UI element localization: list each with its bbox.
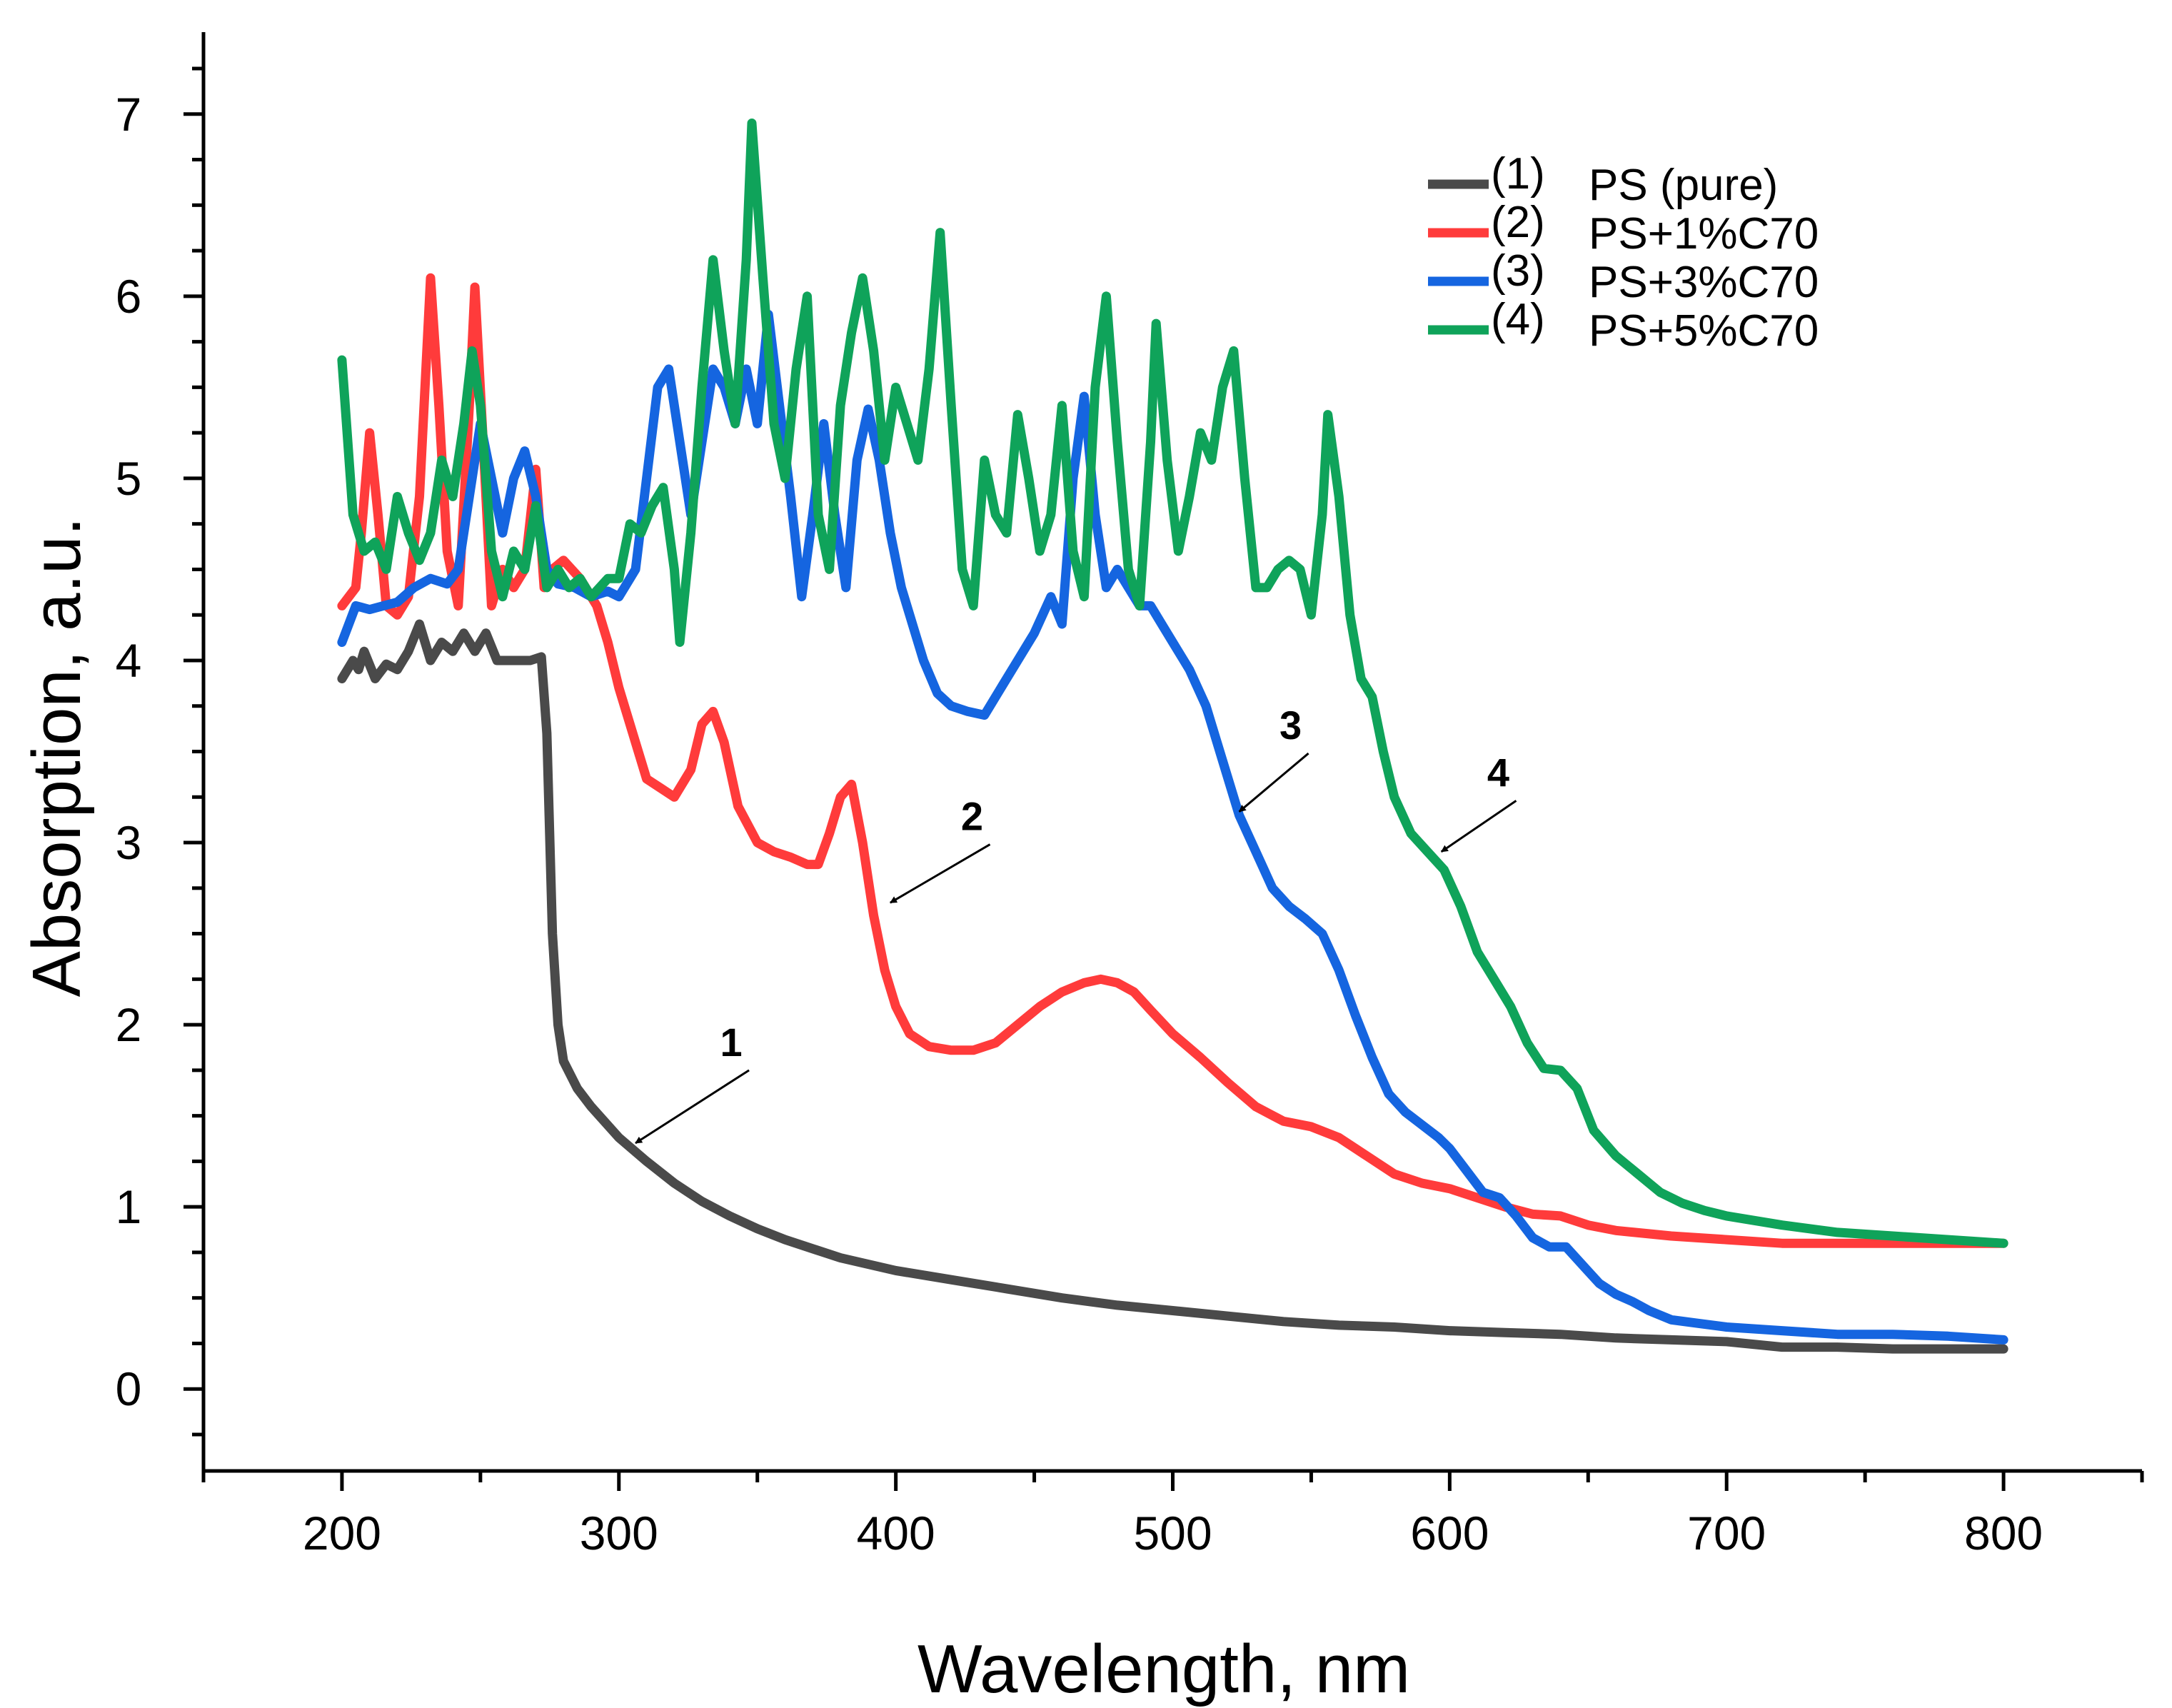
axes: 200 300 400 500 600 700 800 0 1 2 3 4 5 6 7 — [116, 32, 2144, 1559]
y-tick-label: 7 — [116, 88, 142, 141]
legend-label-3: PS+3%C70 — [1589, 258, 1819, 307]
y-tick-label: 6 — [116, 270, 142, 323]
legend-label-2: PS+1%C70 — [1589, 209, 1819, 258]
annotation-arrow-2 — [890, 843, 991, 904]
series-line-2 — [337, 273, 2008, 1248]
annotation-arrow-4 — [1440, 800, 1517, 853]
annotation-label-1: 1 — [720, 1020, 743, 1065]
y-tick-label: 5 — [116, 452, 142, 505]
series-line-4 — [337, 119, 2008, 1248]
x-tick-label: 300 — [580, 1507, 658, 1559]
legend-number-4: (4) — [1491, 295, 1545, 344]
x-tick-label: 800 — [1964, 1507, 2043, 1559]
x-tick-label: 600 — [1410, 1507, 1489, 1559]
x-tick-label: 200 — [303, 1507, 381, 1559]
y-tick-label: 0 — [116, 1362, 142, 1415]
annotation-label-3: 3 — [1279, 703, 1302, 748]
legend-number-3: (3) — [1491, 246, 1545, 296]
legend-label-4: PS+5%C70 — [1589, 306, 1819, 356]
legend-number-1: (1) — [1491, 149, 1545, 199]
y-tick-label: 2 — [116, 998, 142, 1051]
y-tick-label: 1 — [116, 1180, 142, 1233]
annotation-label-2: 2 — [961, 794, 983, 839]
x-tick-label: 400 — [857, 1507, 935, 1559]
annotation-layer: 1 2 3 4 — [635, 703, 1517, 1145]
x-tick-label: 700 — [1687, 1507, 1766, 1559]
legend-label-1: PS (pure) — [1589, 161, 1778, 210]
y-tick-label: 3 — [116, 816, 142, 869]
annotation-label-4: 4 — [1487, 750, 1509, 795]
series-layer — [337, 119, 2008, 1354]
legend-number-2: (2) — [1491, 198, 1545, 247]
legend: (1) PS (pure) (2) PS+1%C70 (3) PS+3%C70 (4) PS+… — [1428, 149, 1819, 356]
annotation-arrow-1 — [635, 1069, 750, 1145]
x-tick-label: 500 — [1133, 1507, 1212, 1559]
y-axis-title: Absorption, a.u. — [19, 517, 95, 997]
series-line-1 — [337, 619, 2008, 1354]
y-tick-label: 4 — [116, 634, 142, 687]
x-axis-title: Wavelength, nm — [917, 1631, 1410, 1707]
annotation-arrow-3 — [1238, 752, 1309, 813]
